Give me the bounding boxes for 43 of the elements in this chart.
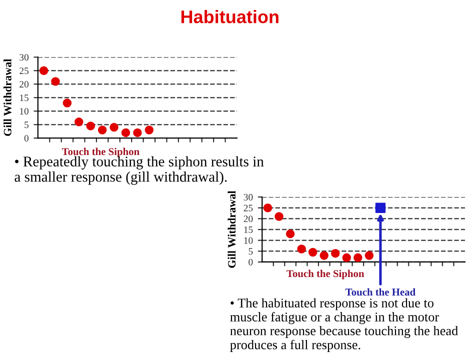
y-tick-label: 25 xyxy=(20,68,29,74)
y-tick-label: 5 xyxy=(24,122,29,128)
chart-title: Habituation xyxy=(181,10,278,24)
text: Touch the Siphon xyxy=(286,270,364,280)
point xyxy=(133,128,142,138)
text: Touch the Head xyxy=(346,288,416,296)
point xyxy=(51,77,60,86)
y-tick-label: 25 xyxy=(244,204,253,212)
point xyxy=(39,66,48,76)
y-tick-label: 20 xyxy=(20,81,29,88)
y-tick-label: 0 xyxy=(248,258,253,266)
point xyxy=(274,212,284,221)
point xyxy=(286,229,295,238)
y-axis-title: Gill Withdrawal xyxy=(228,190,236,268)
y-tick-label: 15 xyxy=(20,94,29,102)
y-tick-label: 20 xyxy=(244,216,253,222)
point xyxy=(263,203,272,212)
y-axis-title: Gill Withdrawal xyxy=(4,58,12,136)
point xyxy=(308,248,318,257)
y-tick-label: 30 xyxy=(244,194,253,200)
point xyxy=(121,128,130,138)
text: • Repeatedly touching the siphon results in a smaller response (gill withdrawal). xyxy=(14,156,264,185)
point xyxy=(297,244,306,254)
y-tick-label: 15 xyxy=(244,226,253,233)
y-tick-label: 30 xyxy=(20,54,29,61)
point xyxy=(86,122,95,130)
y-tick-label: 10 xyxy=(20,108,29,115)
point xyxy=(320,251,328,260)
point xyxy=(62,98,72,108)
point xyxy=(98,126,107,134)
point xyxy=(331,248,340,258)
point xyxy=(364,251,374,260)
y-tick-label: 10 xyxy=(244,237,253,244)
y-tick-label: 0 xyxy=(24,135,29,142)
point xyxy=(74,118,84,126)
point xyxy=(354,253,362,262)
y-tick-label: 5 xyxy=(248,248,253,255)
point xyxy=(342,253,352,262)
text: • The habituated response is not due to muscle fatigue or a change in the motor neuron response because touching the head produces a full response. xyxy=(230,298,458,352)
point xyxy=(110,122,118,132)
point xyxy=(144,126,154,134)
text: Touch the Siphon xyxy=(62,148,140,158)
point xyxy=(375,202,386,213)
